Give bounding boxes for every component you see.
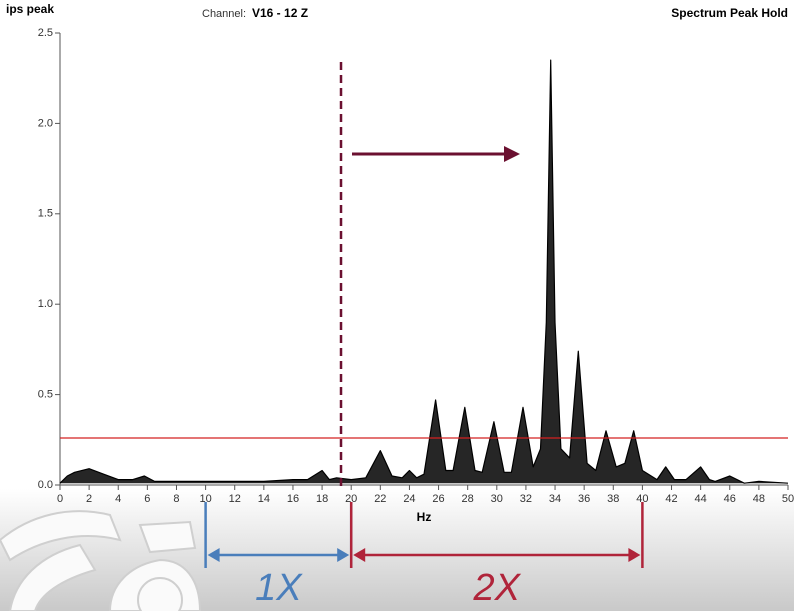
x-tick-label: 4	[115, 493, 121, 505]
x-tick-label: 8	[173, 493, 179, 505]
x-tick-label: 0	[57, 493, 63, 505]
x-tick-label: 46	[724, 493, 736, 505]
chart-title: ips peak	[6, 2, 54, 16]
y-tick-label: 0.0	[38, 479, 53, 491]
channel: V16 - 12 Z	[252, 6, 308, 20]
x-tick-label: 44	[695, 493, 707, 505]
x-tick-label: 32	[520, 493, 532, 505]
bracket-label: 1X	[255, 567, 303, 609]
x-tick-label: 26	[432, 493, 444, 505]
x-tick-label: 50	[782, 493, 794, 505]
x-tick-label: 18	[316, 493, 328, 505]
x-tick-label: 2	[86, 493, 92, 505]
y-tick-label: 0.5	[38, 389, 53, 401]
x-tick-label: 12	[229, 493, 241, 505]
x-axis-label: Hz	[417, 510, 432, 524]
x-tick-label: 28	[462, 493, 474, 505]
x-tick-label: 30	[491, 493, 503, 505]
x-tick-label: 48	[753, 493, 765, 505]
background	[0, 0, 794, 611]
x-tick-label: 24	[403, 493, 415, 505]
x-tick-label: 6	[144, 493, 150, 505]
bracket-label: 2X	[473, 567, 522, 609]
y-tick-label: 2.5	[38, 27, 53, 39]
y-tick-label: 1.0	[38, 298, 53, 310]
x-tick-label: 42	[665, 493, 677, 505]
y-tick-label: 1.5	[38, 208, 53, 220]
x-tick-label: 36	[578, 493, 590, 505]
x-tick-label: 38	[607, 493, 619, 505]
x-tick-label: 22	[374, 493, 386, 505]
y-tick-label: 2.0	[38, 117, 53, 129]
x-tick-label: 34	[549, 493, 561, 505]
channel-label: Channel:	[202, 8, 246, 20]
x-tick-label: 16	[287, 493, 299, 505]
x-tick-label: 14	[258, 493, 270, 505]
chart-subtitle: Spectrum Peak Hold	[671, 6, 788, 20]
chart: ips peak Channel: V16 - 12 Z Spectrum Pe…	[0, 0, 794, 611]
